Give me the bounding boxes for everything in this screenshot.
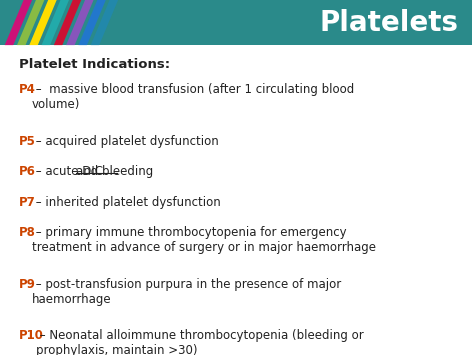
Text: –  massive blood transfusion (after 1 circulating blood
volume): – massive blood transfusion (after 1 cir… (32, 83, 355, 111)
Polygon shape (78, 0, 106, 45)
Polygon shape (54, 0, 81, 45)
Text: Platelet Indications:: Platelet Indications: (19, 58, 170, 71)
Text: – acquired platelet dysfunction: – acquired platelet dysfunction (32, 135, 219, 148)
Text: and bleeding: and bleeding (76, 165, 154, 178)
Polygon shape (17, 0, 45, 45)
Text: Platelets: Platelets (319, 9, 458, 37)
FancyBboxPatch shape (0, 0, 473, 45)
Text: P4: P4 (19, 83, 36, 96)
Polygon shape (91, 0, 118, 45)
Text: – post-transfusion purpura in the presence of major
haemorrhage: – post-transfusion purpura in the presen… (32, 278, 341, 306)
Text: P5: P5 (19, 135, 36, 148)
Text: – Neonatal alloimmune thrombocytopenia (bleeding or
prophylaxis, maintain >30): – Neonatal alloimmune thrombocytopenia (… (36, 329, 364, 355)
Text: P9: P9 (19, 278, 36, 291)
Text: P8: P8 (19, 226, 36, 239)
Polygon shape (42, 0, 69, 45)
Polygon shape (5, 0, 32, 45)
Polygon shape (29, 0, 57, 45)
Text: – inherited platelet dysfunction: – inherited platelet dysfunction (32, 196, 221, 209)
Polygon shape (66, 0, 93, 45)
Text: – acute DIC: – acute DIC (32, 165, 107, 178)
Text: P10: P10 (19, 329, 44, 342)
Text: P6: P6 (19, 165, 36, 178)
Text: P7: P7 (19, 196, 36, 209)
Text: – primary immune thrombocytopenia for emergency
treatment in advance of surgery : – primary immune thrombocytopenia for em… (32, 226, 376, 254)
